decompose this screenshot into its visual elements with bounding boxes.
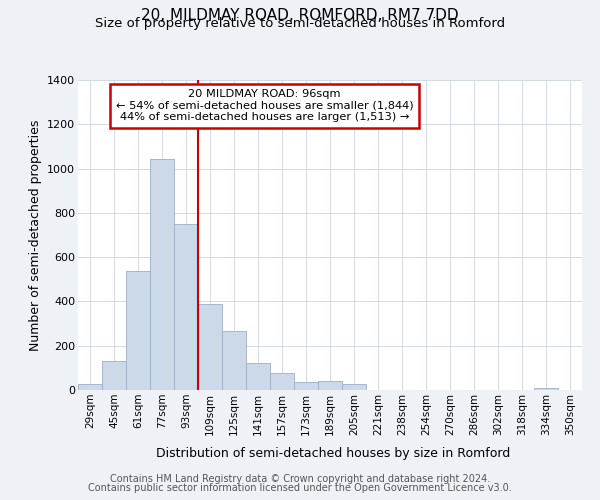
Bar (294, 382, 318, 390)
Bar (342, 384, 366, 390)
Bar (534, 388, 558, 390)
Text: Size of property relative to semi-detached houses in Romford: Size of property relative to semi-detach… (95, 18, 505, 30)
Text: Distribution of semi-detached houses by size in Romford: Distribution of semi-detached houses by … (156, 448, 510, 460)
Bar (222, 332, 246, 390)
Text: 20 MILDMAY ROAD: 96sqm
← 54% of semi-detached houses are smaller (1,844)
44% of : 20 MILDMAY ROAD: 96sqm ← 54% of semi-det… (116, 90, 413, 122)
Bar (318, 381, 342, 390)
Text: Contains public sector information licensed under the Open Government Licence v3: Contains public sector information licen… (88, 483, 512, 493)
Bar (78, 384, 102, 390)
Y-axis label: Number of semi-detached properties: Number of semi-detached properties (29, 120, 41, 350)
Bar (246, 364, 270, 390)
Bar (198, 304, 222, 390)
Text: Contains HM Land Registry data © Crown copyright and database right 2024.: Contains HM Land Registry data © Crown c… (110, 474, 490, 484)
Text: 20, MILDMAY ROAD, ROMFORD, RM7 7DD: 20, MILDMAY ROAD, ROMFORD, RM7 7DD (141, 8, 459, 22)
Bar (102, 361, 126, 390)
Bar (174, 224, 198, 390)
Bar (126, 271, 150, 390)
Bar (270, 372, 294, 390)
Bar (150, 160, 174, 390)
